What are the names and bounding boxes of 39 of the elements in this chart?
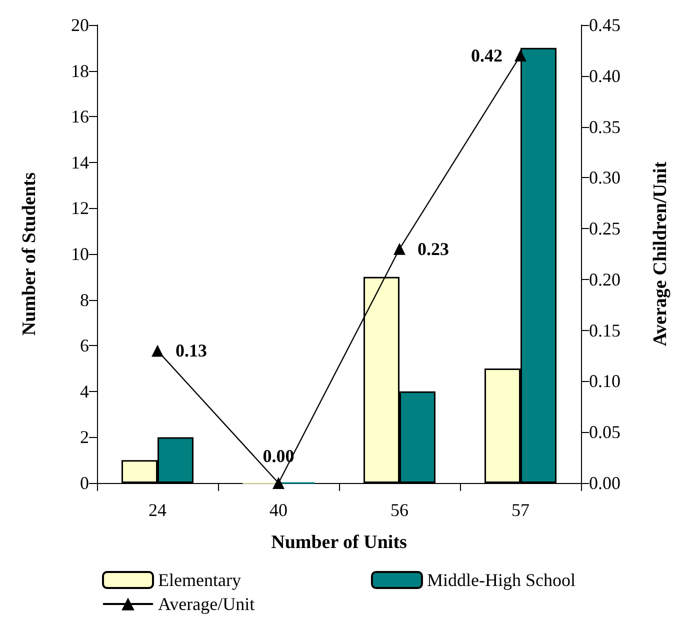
y-tick-label: 20 [71,15,89,35]
legend-label: Middle-High School [426,570,576,590]
x-tick-label: 56 [390,500,408,520]
y-axis-title: Number of Students [19,172,40,336]
x-tick-label: 40 [270,500,288,520]
y-tick-label: 10 [71,244,89,264]
data-label: 0.13 [176,340,207,361]
y2-tick-label: 0.45 [589,15,620,35]
legend-label: Elementary [158,570,241,590]
y-tick-label: 6 [80,336,89,356]
y2-axis-title: Average Children/Unit [650,161,671,346]
data-label: 0.23 [418,238,449,259]
y-tick-label: 8 [80,290,89,310]
x-axis-title: Number of Units [271,532,407,553]
point [272,477,284,489]
y2-tick-label: 0.05 [589,422,620,442]
y2-tick-label: 0.35 [589,116,620,137]
y2-tick-label: 0.10 [589,371,620,392]
x-tick-label: 57 [512,500,530,520]
point [394,242,406,255]
y-tick-label: 4 [80,381,89,402]
y2-tick-label: 0.15 [589,320,620,340]
x-tick-label: 24 [148,500,166,520]
y-tick-label: 2 [80,427,89,448]
y-tick-label: 12 [71,198,89,218]
legend-label: Average/Unit [158,594,255,614]
point [514,50,526,62]
point [152,344,164,357]
y-tick-label: 0 [80,473,89,493]
y2-tick-label: 0.40 [589,66,620,86]
y2-tick-label: 0.20 [589,269,620,290]
y-tick-label: 16 [71,106,89,127]
y-tick-label: 14 [71,152,89,172]
y2-tick-label: 0.25 [589,218,620,239]
data-label: 0.42 [471,46,502,66]
y2-tick-label: 0.30 [589,168,620,188]
data-label: 0.00 [262,446,294,466]
y-tick-label: 18 [71,60,89,81]
y2-tick-label: 0.00 [589,473,620,493]
